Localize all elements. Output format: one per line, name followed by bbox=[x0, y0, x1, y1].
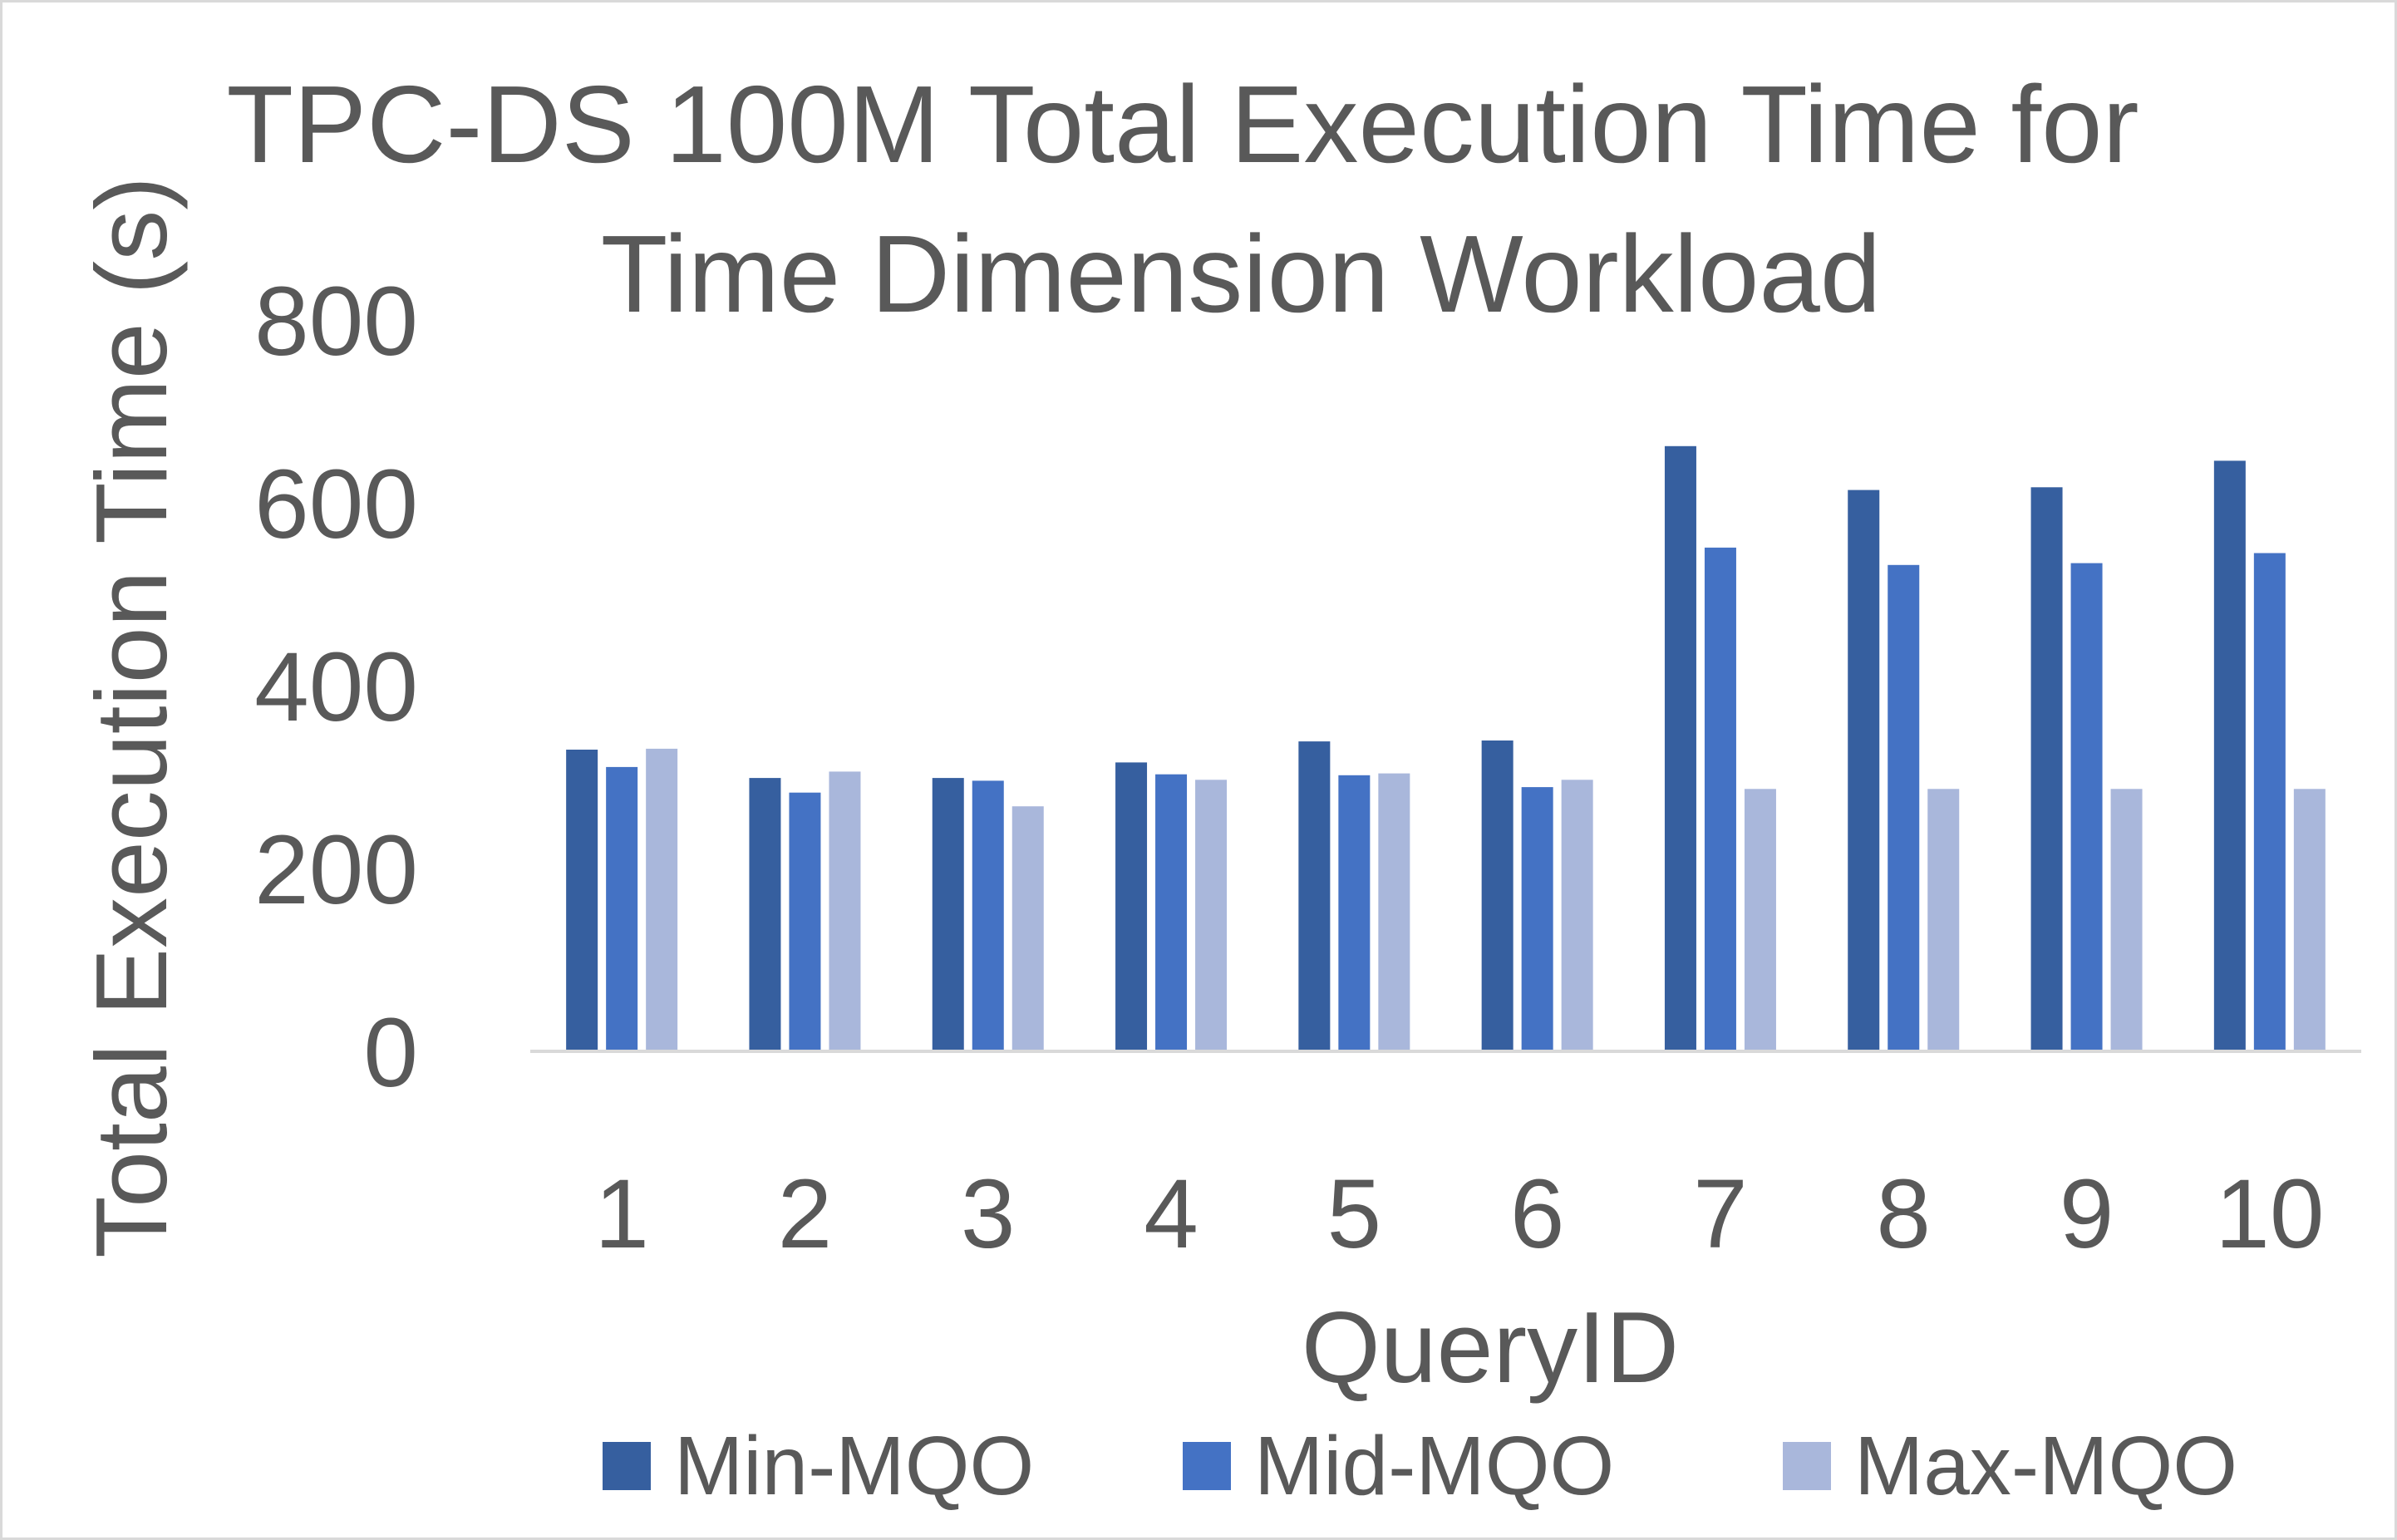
bar-min-mqo-6 bbox=[1481, 740, 1514, 1051]
bar-mid-mqo-10 bbox=[2253, 553, 2286, 1051]
bar-group-6 bbox=[1481, 740, 1593, 1051]
chart-title: TPC-DS 100M Total Execution Time for Tim… bbox=[226, 63, 2139, 335]
bar-mid-mqo-8 bbox=[1888, 564, 1920, 1051]
chart-title-line-1: TPC-DS 100M Total Execution Time for bbox=[226, 63, 2139, 185]
x-tick-label-7: 7 bbox=[1693, 1159, 1748, 1269]
bar-group-3 bbox=[932, 778, 1044, 1051]
x-tick-label-3: 3 bbox=[961, 1159, 1016, 1269]
bar-min-mqo-9 bbox=[2030, 487, 2063, 1051]
y-tick-label-200: 200 bbox=[254, 815, 418, 925]
legend-item-mid-mqo: Mid-MQO bbox=[1183, 1419, 1614, 1513]
legend-swatch-min-mqo bbox=[603, 1442, 651, 1490]
bar-min-mqo-1 bbox=[566, 750, 598, 1051]
x-tick-label-10: 10 bbox=[2215, 1159, 2324, 1269]
x-axis-ticks: 1 2 3 4 5 6 7 8 9 10 bbox=[594, 1159, 2324, 1269]
bar-mid-mqo-5 bbox=[1338, 775, 1371, 1051]
x-tick-label-4: 4 bbox=[1144, 1159, 1198, 1269]
bar-group-8 bbox=[1848, 490, 1960, 1051]
bar-min-mqo-3 bbox=[932, 778, 964, 1051]
bar-mid-mqo-4 bbox=[1155, 774, 1188, 1051]
x-tick-label-9: 9 bbox=[2060, 1159, 2114, 1269]
legend: Min-MQO Mid-MQO Max-MQO bbox=[603, 1419, 2237, 1513]
bar-group-5 bbox=[1298, 741, 1410, 1051]
bar-max-mqo-8 bbox=[1927, 789, 1960, 1051]
y-axis-title: Total Execution Time (s) bbox=[75, 176, 188, 1258]
x-tick-label-1: 1 bbox=[594, 1159, 649, 1269]
bar-min-mqo-4 bbox=[1115, 762, 1148, 1051]
legend-label-min-mqo: Min-MQO bbox=[674, 1419, 1034, 1513]
x-tick-label-2: 2 bbox=[778, 1159, 833, 1269]
bars bbox=[566, 445, 2326, 1051]
legend-item-min-mqo: Min-MQO bbox=[603, 1419, 1034, 1513]
x-tick-label-6: 6 bbox=[1510, 1159, 1565, 1269]
bar-max-mqo-3 bbox=[1011, 806, 1044, 1051]
bar-max-mqo-5 bbox=[1378, 773, 1410, 1051]
legend-label-max-mqo: Max-MQO bbox=[1854, 1419, 2237, 1513]
bar-max-mqo-6 bbox=[1561, 780, 1593, 1051]
bar-group-10 bbox=[2213, 460, 2326, 1051]
legend-item-max-mqo: Max-MQO bbox=[1783, 1419, 2237, 1513]
bar-mid-mqo-9 bbox=[2070, 563, 2103, 1051]
x-tick-label-5: 5 bbox=[1327, 1159, 1382, 1269]
y-tick-label-400: 400 bbox=[254, 632, 418, 742]
bar-max-mqo-1 bbox=[646, 748, 678, 1051]
bar-min-mqo-8 bbox=[1848, 490, 1880, 1051]
bar-max-mqo-10 bbox=[2293, 789, 2326, 1051]
bar-max-mqo-9 bbox=[2110, 789, 2143, 1051]
bar-max-mqo-7 bbox=[1744, 789, 1776, 1051]
y-axis-ticks: 0 200 400 600 800 bbox=[254, 267, 418, 1108]
bar-min-mqo-2 bbox=[749, 778, 781, 1051]
bar-mid-mqo-7 bbox=[1704, 547, 1736, 1051]
y-tick-label-800: 800 bbox=[254, 267, 418, 376]
bar-mid-mqo-1 bbox=[606, 766, 638, 1051]
bar-min-mqo-10 bbox=[2213, 460, 2246, 1051]
bar-group-1 bbox=[566, 748, 678, 1051]
legend-swatch-mid-mqo bbox=[1183, 1442, 1231, 1490]
x-axis-title: QueryID bbox=[1302, 1291, 1679, 1404]
bar-max-mqo-2 bbox=[829, 771, 861, 1051]
bar-max-mqo-4 bbox=[1195, 780, 1228, 1051]
x-tick-label-8: 8 bbox=[1876, 1159, 1931, 1269]
y-tick-label-600: 600 bbox=[254, 450, 418, 559]
bar-group-7 bbox=[1664, 445, 1776, 1051]
legend-swatch-max-mqo bbox=[1783, 1442, 1831, 1490]
bar-min-mqo-5 bbox=[1298, 741, 1331, 1051]
bar-group-9 bbox=[2030, 487, 2143, 1051]
bar-mid-mqo-2 bbox=[789, 792, 821, 1051]
legend-label-mid-mqo: Mid-MQO bbox=[1254, 1419, 1614, 1513]
y-tick-label-0: 0 bbox=[363, 998, 418, 1108]
chart-title-line-2: Time Dimension Workload bbox=[601, 213, 1882, 335]
bar-mid-mqo-3 bbox=[972, 780, 1004, 1051]
bar-group-4 bbox=[1115, 762, 1228, 1051]
bar-group-2 bbox=[749, 771, 861, 1051]
bar-mid-mqo-6 bbox=[1521, 787, 1553, 1051]
bar-min-mqo-7 bbox=[1664, 445, 1696, 1051]
